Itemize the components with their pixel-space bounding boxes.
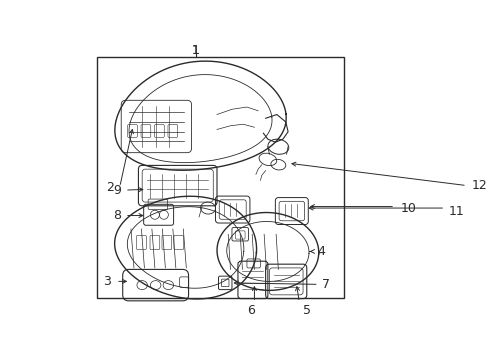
Text: 6: 6 (246, 304, 254, 317)
Text: 3: 3 (102, 275, 110, 288)
Text: 11: 11 (448, 204, 464, 217)
Text: 12: 12 (470, 179, 486, 192)
Bar (97, 57, 344, 298)
Text: 5: 5 (302, 304, 310, 317)
Text: 1: 1 (192, 44, 200, 57)
Text: 9: 9 (113, 184, 121, 197)
Text: 4: 4 (317, 245, 325, 258)
Text: 8: 8 (113, 209, 121, 222)
Text: 2: 2 (105, 181, 114, 194)
Text: 10: 10 (400, 202, 415, 215)
Text: 7: 7 (321, 278, 329, 291)
Text: 1: 1 (192, 44, 200, 57)
